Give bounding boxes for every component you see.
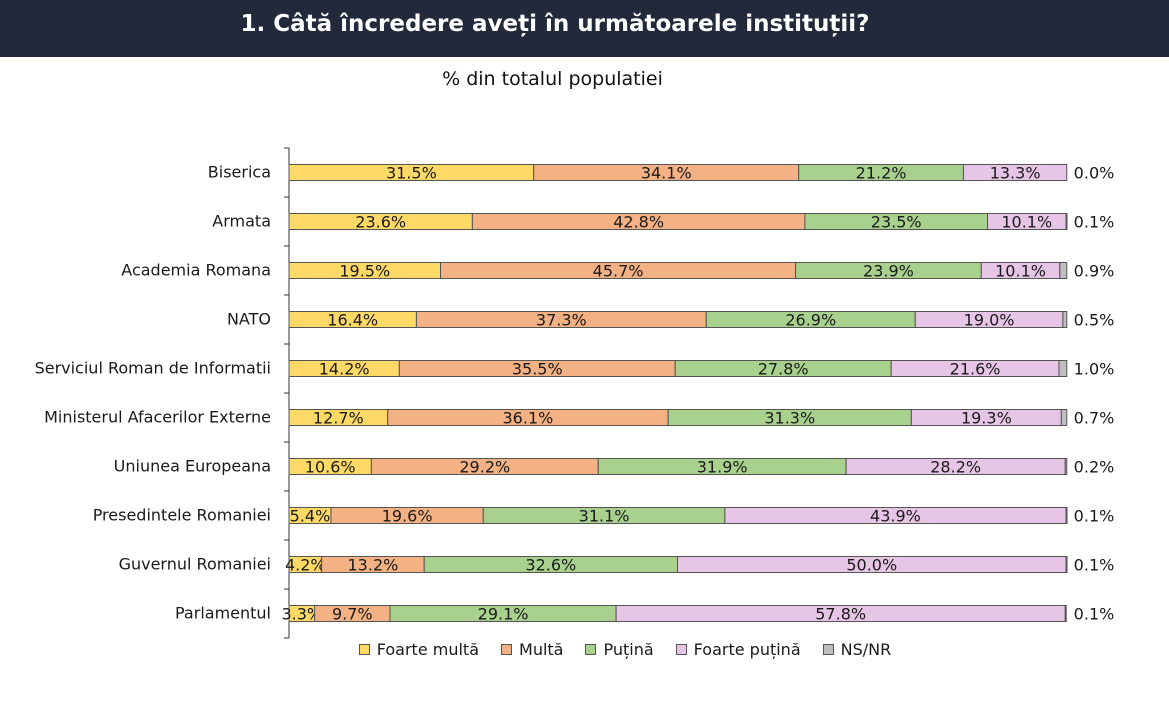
data-label: 23.9% bbox=[863, 262, 914, 281]
legend-label: Multă bbox=[519, 640, 564, 659]
chart-subtitle: % din totalul populatiei bbox=[442, 68, 663, 90]
legend-item: Foarte puțină bbox=[675, 640, 801, 659]
data-label: 57.8% bbox=[815, 605, 866, 624]
data-label: 32.6% bbox=[525, 556, 576, 575]
data-label: 29.1% bbox=[478, 605, 529, 624]
category-label: Presedintele Romaniei bbox=[93, 506, 271, 525]
data-label: 1.0% bbox=[1074, 360, 1115, 379]
data-label: 0.2% bbox=[1074, 458, 1115, 477]
bar-segment bbox=[1065, 213, 1068, 230]
bar-segment bbox=[1059, 262, 1068, 279]
legend-swatch bbox=[675, 644, 687, 655]
data-label: 0.5% bbox=[1074, 311, 1115, 330]
legend-label: Foarte puțină bbox=[693, 640, 801, 659]
data-label: 21.6% bbox=[950, 360, 1001, 379]
data-label: 10.1% bbox=[1001, 213, 1052, 232]
data-label: 31.1% bbox=[579, 507, 630, 526]
data-label: 35.5% bbox=[512, 360, 563, 379]
data-label: 28.2% bbox=[930, 458, 981, 477]
category-label: Armata bbox=[212, 212, 271, 231]
data-label: 0.9% bbox=[1074, 262, 1115, 281]
bar-segment bbox=[1064, 458, 1068, 475]
data-label: 13.2% bbox=[348, 556, 399, 575]
legend-swatch bbox=[501, 644, 513, 655]
data-label: 26.9% bbox=[785, 311, 836, 330]
data-label: 43.9% bbox=[870, 507, 921, 526]
data-label: 13.3% bbox=[990, 164, 1041, 183]
legend-swatch bbox=[585, 644, 597, 655]
data-label: 4.2% bbox=[285, 556, 326, 575]
data-label: 31.3% bbox=[764, 409, 815, 428]
bar-segment bbox=[1058, 360, 1068, 377]
data-label: 37.3% bbox=[536, 311, 587, 330]
chart-legend: Foarte multă Multă Puțină Foarte puțină NS/N… bbox=[0, 640, 1169, 659]
data-label: 3.3% bbox=[281, 605, 322, 624]
data-label: 10.1% bbox=[995, 262, 1046, 281]
legend-item: Puțină bbox=[585, 640, 654, 659]
data-label: 14.2% bbox=[319, 360, 370, 379]
bar-segment bbox=[1062, 311, 1068, 328]
legend-label: Puțină bbox=[603, 640, 654, 659]
data-label: 0.1% bbox=[1074, 213, 1115, 232]
data-label: 0.7% bbox=[1074, 409, 1115, 428]
data-label: 50.0% bbox=[846, 556, 897, 575]
data-label: 29.2% bbox=[459, 458, 510, 477]
category-label: Academia Romana bbox=[121, 261, 271, 280]
category-label: Biserica bbox=[208, 163, 271, 182]
category-label: Uniunea Europeana bbox=[114, 457, 271, 476]
bar-segment bbox=[1060, 409, 1068, 426]
page-title: 1. Câtă încredere aveți în următoarele i… bbox=[240, 11, 870, 37]
category-label: Guvernul Romaniei bbox=[119, 555, 271, 574]
data-label: 21.2% bbox=[856, 164, 907, 183]
data-label: 36.1% bbox=[503, 409, 554, 428]
category-label: NATO bbox=[227, 310, 271, 329]
data-label: 34.1% bbox=[641, 164, 692, 183]
data-label: 16.4% bbox=[327, 311, 378, 330]
legend-item: Foarte multă bbox=[358, 640, 480, 659]
bar-segment bbox=[1065, 507, 1068, 524]
bar-segment bbox=[1064, 605, 1067, 622]
data-label: 27.8% bbox=[758, 360, 809, 379]
data-label: 12.7% bbox=[313, 409, 364, 428]
category-label: Ministerul Afacerilor Externe bbox=[44, 408, 271, 427]
category-label: Serviciul Roman de Informatii bbox=[35, 359, 271, 378]
data-label: 0.0% bbox=[1074, 164, 1115, 183]
data-label: 19.3% bbox=[961, 409, 1012, 428]
data-label: 42.8% bbox=[613, 213, 664, 232]
data-label: 0.1% bbox=[1074, 605, 1115, 624]
data-label: 0.1% bbox=[1074, 507, 1115, 526]
data-label: 9.7% bbox=[332, 605, 373, 624]
category-label: Parlamentul bbox=[175, 604, 271, 623]
data-label: 31.5% bbox=[386, 164, 437, 183]
data-label: 19.0% bbox=[964, 311, 1015, 330]
data-label: 0.1% bbox=[1074, 556, 1115, 575]
legend-item: NS/NR bbox=[822, 640, 892, 659]
data-label: 23.5% bbox=[871, 213, 922, 232]
legend-swatch bbox=[358, 644, 370, 655]
bar-segment bbox=[962, 164, 1068, 181]
data-label: 10.6% bbox=[305, 458, 356, 477]
data-label: 5.4% bbox=[290, 507, 331, 526]
data-label: 31.9% bbox=[697, 458, 748, 477]
data-label: 19.5% bbox=[339, 262, 390, 281]
legend-label: Foarte multă bbox=[376, 640, 480, 659]
legend-item: Multă bbox=[501, 640, 563, 659]
data-label: 45.7% bbox=[593, 262, 644, 281]
legend-swatch bbox=[822, 644, 834, 655]
legend-label: NS/NR bbox=[840, 640, 892, 659]
bar-segment bbox=[1065, 556, 1068, 573]
data-label: 23.6% bbox=[355, 213, 406, 232]
data-label: 19.6% bbox=[382, 507, 433, 526]
header-bar: 1. Câtă încredere aveți în următoarele i… bbox=[0, 0, 1169, 57]
